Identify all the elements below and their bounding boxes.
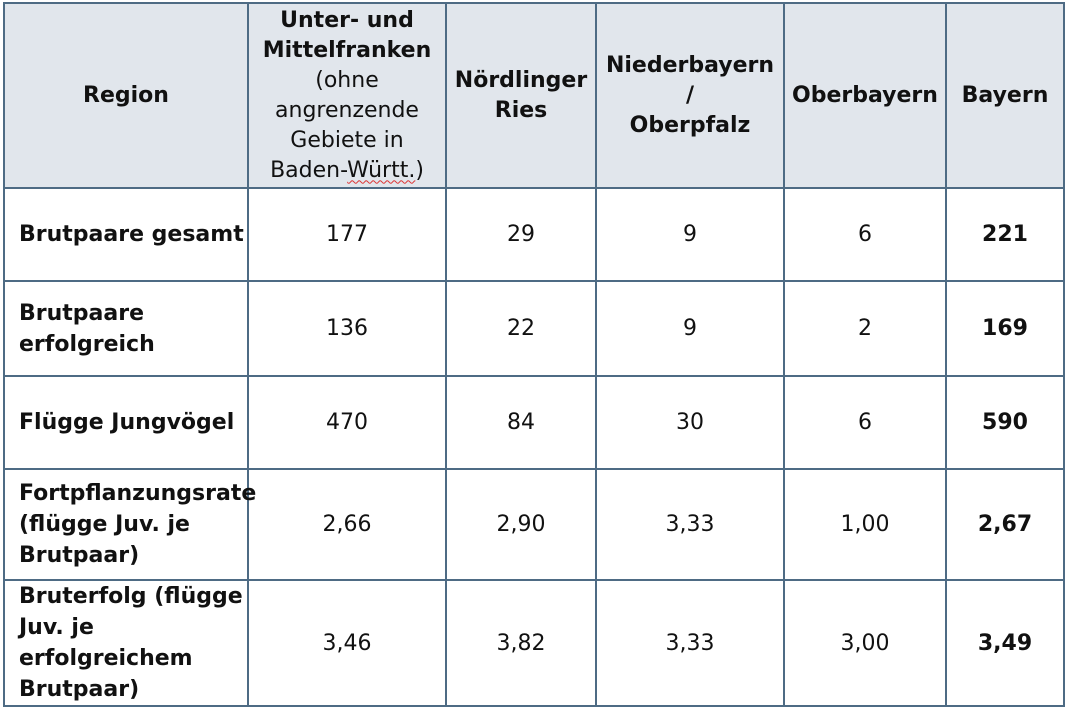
- row-label-line: Brutpaare: [19, 300, 145, 326]
- table-body: Brutpaare gesamt 177 29 9 6 221 Brutpaare erfol…: [3, 187, 1065, 707]
- table-row: Brutpaare erfolgreich 136 22 9 2 169: [3, 280, 1065, 377]
- total-cell: 590: [945, 375, 1065, 470]
- table-cell: 177: [247, 187, 447, 282]
- row-label: Flügge Jungvögel: [3, 375, 249, 470]
- table-cell: 470: [247, 375, 447, 470]
- header-oberbayern: Oberbayern: [783, 2, 947, 189]
- row-label-line: (flügge Juv. je: [19, 512, 190, 537]
- table-cell: 84: [445, 375, 597, 470]
- table-cell: 30: [595, 375, 785, 470]
- table-cell: 3,33: [595, 468, 785, 581]
- table-row: Fortpflanzungsrate (flügge Juv. je Brutpaa…: [3, 468, 1065, 581]
- row-label-line: Bruterfolg (flügge: [19, 584, 243, 609]
- table-row: Flügge Jungvögel 470 84 30 6 590: [3, 375, 1065, 470]
- table-cell: 3,33: [595, 579, 785, 707]
- table-cell: 9: [595, 280, 785, 377]
- table-cell: 1,00: [783, 468, 947, 581]
- total-cell: 221: [945, 187, 1065, 282]
- row-label: Bruterfolg (flügge Juv. je erfolgreichem Br…: [3, 579, 249, 707]
- table-cell: 6: [783, 187, 947, 282]
- row-label-line: Juv. je: [19, 615, 94, 640]
- table-cell: 29: [445, 187, 597, 282]
- total-cell: 169: [945, 280, 1065, 377]
- total-cell: 2,67: [945, 468, 1065, 581]
- table-cell: 2: [783, 280, 947, 377]
- row-label-line: Brutpaare gesamt: [19, 222, 244, 247]
- row-label-line: erfolgreich: [19, 331, 155, 357]
- header-niederbayern-oberpfalz: Niederbayern / Oberpfalz: [595, 2, 785, 189]
- table-cell: 6: [783, 375, 947, 470]
- header-region: Region: [3, 2, 249, 189]
- row-label-line: Brutpaar): [19, 677, 140, 702]
- row-label: Brutpaare erfolgreich: [3, 280, 249, 377]
- row-label-line: Fortpflanzungsrate: [19, 481, 257, 506]
- table-cell: 3,00: [783, 579, 947, 707]
- row-label-line: erfolgreichem: [19, 646, 193, 671]
- table-cell: 3,46: [247, 579, 447, 707]
- row-label: Brutpaare gesamt: [3, 187, 249, 282]
- header-noerdlinger-ries: Nördlinger Ries: [445, 2, 597, 189]
- table-cell: 2,66: [247, 468, 447, 581]
- row-label: Fortpflanzungsrate (flügge Juv. je Brutpaa…: [3, 468, 257, 581]
- row-label-line: Flügge Jungvögel: [19, 410, 235, 435]
- row-label-line: Brutpaar): [19, 543, 140, 568]
- table-cell: 2,90: [445, 468, 597, 581]
- table-row: Brutpaare gesamt 177 29 9 6 221: [3, 187, 1065, 282]
- header-row: Region Unter- und Mittelfranken (ohne an…: [3, 2, 1065, 189]
- table-cell: 3,82: [445, 579, 597, 707]
- header-bayern: Bayern: [945, 2, 1065, 189]
- table-cell: 9: [595, 187, 785, 282]
- table-row: Bruterfolg (flügge Juv. je erfolgreichem Br…: [3, 579, 1065, 707]
- total-cell: 3,49: [945, 579, 1065, 707]
- breeding-stats-table: Region Unter- und Mittelfranken (ohne an…: [3, 2, 1065, 707]
- table-cell: 22: [445, 280, 597, 377]
- header-unter-mittelfranken: Unter- und Mittelfranken (ohne angrenzen…: [247, 2, 447, 189]
- table-cell: 136: [247, 280, 447, 377]
